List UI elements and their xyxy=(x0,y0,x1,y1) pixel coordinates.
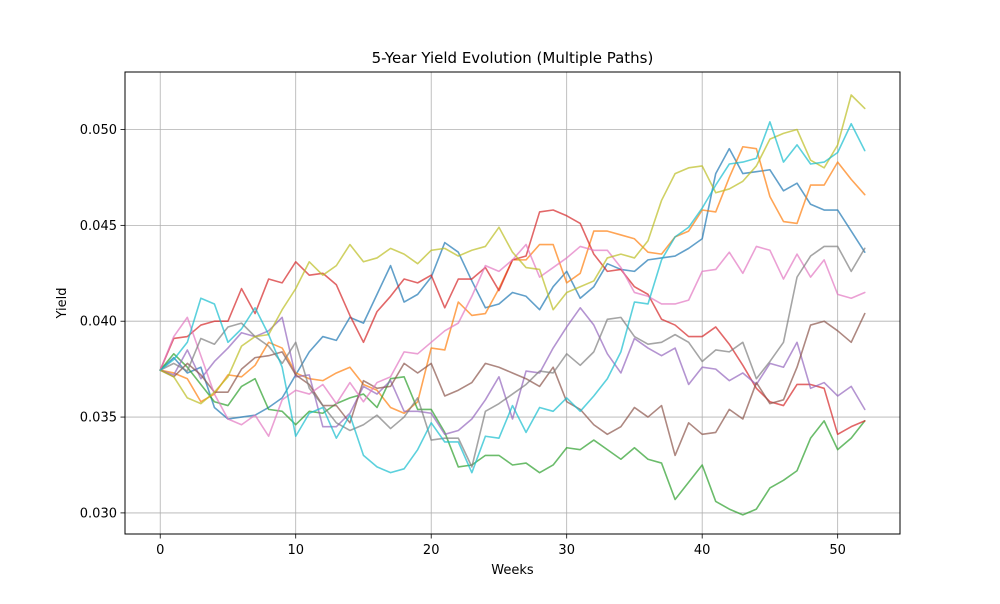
plot-background xyxy=(125,72,900,534)
series-line-6 xyxy=(159,312,866,457)
x-tick-label: 40 xyxy=(694,543,711,558)
y-tick-label: 0.030 xyxy=(80,506,117,521)
x-tick-label: 0 xyxy=(156,543,164,558)
y-axis-label: Yield xyxy=(55,288,70,320)
y-tick-label: 0.040 xyxy=(80,315,117,330)
axis-ticks: 0 10 20 30 40 50 0.030 0.035 0.040 0.045 0.050 xyxy=(80,123,846,558)
series-line-10 xyxy=(159,121,866,474)
series-line-9 xyxy=(159,94,866,405)
series-line-1 xyxy=(159,147,866,420)
y-tick-label: 0.050 xyxy=(80,123,117,138)
series-line-7 xyxy=(159,243,866,438)
x-axis-label: Weeks xyxy=(491,563,534,578)
plot-frame xyxy=(124,71,901,535)
series-lines xyxy=(159,94,866,516)
x-tick-label: 10 xyxy=(287,543,304,558)
y-tick-label: 0.035 xyxy=(80,411,117,426)
x-tick-label: 20 xyxy=(423,543,440,558)
grid-lines xyxy=(125,72,900,534)
series-line-5 xyxy=(159,306,866,436)
chart-title: 5-Year Yield Evolution (Multiple Paths) xyxy=(372,49,654,67)
x-tick-label: 30 xyxy=(558,543,575,558)
y-tick-label: 0.045 xyxy=(80,219,117,234)
x-tick-label: 50 xyxy=(829,543,846,558)
